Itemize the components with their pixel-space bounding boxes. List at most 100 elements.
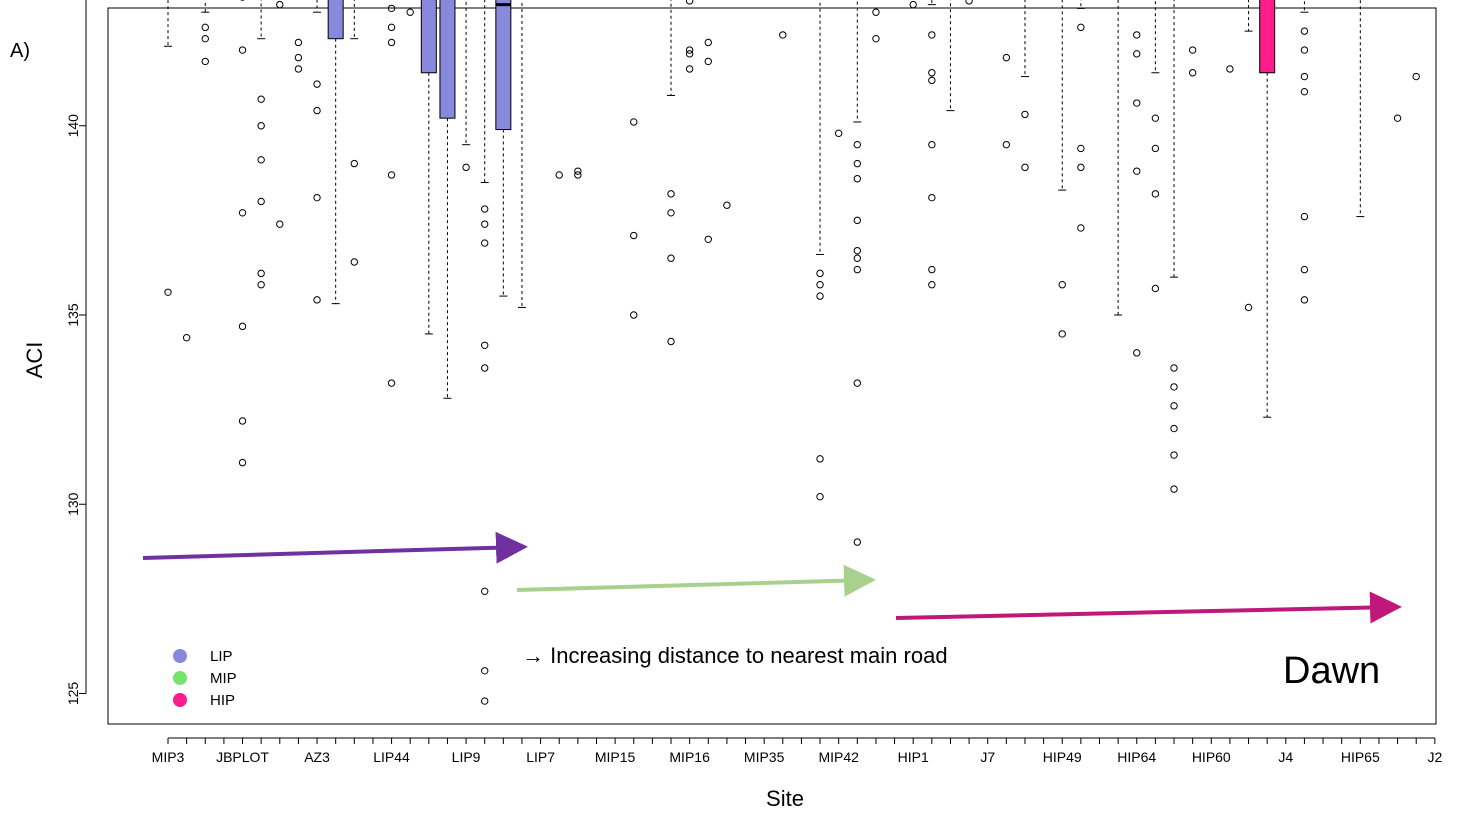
outlier-point <box>928 31 936 39</box>
outlier-point <box>834 129 843 138</box>
outlier-point <box>1077 23 1085 32</box>
outlier-point <box>779 31 787 39</box>
outlier-point <box>481 341 489 349</box>
outlier-point <box>294 53 303 62</box>
outlier-point <box>853 254 862 262</box>
outlier-point <box>257 122 265 130</box>
legend-label: MIP <box>210 670 237 687</box>
annotation-text: → Increasing distance to nearest main ro… <box>522 643 948 668</box>
lip-trend-arrow <box>142 531 528 564</box>
outlier-point <box>257 269 265 278</box>
outlier-point <box>816 269 824 278</box>
box-lip <box>350 0 359 266</box>
x-tick-label: MIP3 <box>152 749 185 765</box>
box-lip <box>406 8 414 16</box>
outlier-point <box>574 171 582 179</box>
outlier-point <box>350 159 358 168</box>
box-hip <box>1188 46 1197 77</box>
outlier-point <box>704 235 712 244</box>
outlier-point <box>1151 114 1160 122</box>
outlier-point <box>406 8 414 16</box>
x-axis-title: Site <box>766 786 804 811</box>
outlier-point <box>723 201 731 209</box>
outlier-point <box>667 209 675 217</box>
box-iqr <box>327 0 344 40</box>
hip-trend-arrow <box>895 591 1402 624</box>
box-hip <box>1300 0 1309 304</box>
legend-label: HIP <box>210 692 235 709</box>
box-iqr <box>420 0 437 74</box>
outlier-point <box>1151 284 1160 293</box>
box-lip <box>420 0 437 335</box>
x-tick-label: HIP49 <box>1043 749 1082 765</box>
box-hip <box>1226 65 1234 73</box>
box-hip <box>927 0 936 289</box>
outlier-point <box>1002 140 1011 149</box>
outlier-point <box>313 193 321 202</box>
outlier-point <box>182 334 191 342</box>
outlier-point <box>853 379 862 387</box>
outlier-point <box>1021 163 1029 172</box>
outlier-point <box>685 50 694 58</box>
outlier-point <box>201 57 209 66</box>
legend-label: LIP <box>210 648 233 665</box>
legend-marker <box>173 671 187 685</box>
outlier-point <box>1170 383 1178 391</box>
outlier-point <box>238 322 247 331</box>
outlier-point <box>816 455 824 463</box>
outlier-point <box>685 65 694 73</box>
box-hip <box>1058 0 1067 338</box>
y-tick-label: 135 <box>65 303 81 327</box>
box-lip <box>276 0 284 228</box>
outlier-point <box>313 80 321 88</box>
outlier-point <box>238 46 247 54</box>
outlier-point <box>1058 330 1066 338</box>
period-label: Dawn <box>1283 650 1381 692</box>
box-lip <box>495 0 512 297</box>
box-hip <box>1133 31 1141 357</box>
box-hip <box>1151 0 1160 293</box>
outlier-point <box>350 258 358 266</box>
outlier-point <box>1188 69 1197 77</box>
y-axis-title: ACI <box>22 342 47 379</box>
outlier-point <box>685 46 694 54</box>
box-mip <box>630 118 638 319</box>
outlier-point <box>1170 424 1178 433</box>
outlier-point <box>555 171 563 179</box>
outlier-point <box>1170 402 1178 410</box>
outlier-point <box>928 140 936 149</box>
outlier-point <box>257 156 265 164</box>
box-hip <box>1259 0 1276 418</box>
legend: LIP MIP HIP <box>173 648 237 709</box>
outlier-point <box>667 337 675 346</box>
x-tick-label: HIP60 <box>1192 749 1231 765</box>
box-hip <box>1114 0 1123 316</box>
y-tick-label: 140 <box>65 114 81 138</box>
outlier-point <box>1133 31 1141 39</box>
outlier-point <box>481 587 489 596</box>
outlier-point <box>387 38 396 47</box>
outlier-point <box>387 379 396 387</box>
y-tick-label: 130 <box>65 492 81 516</box>
outlier-point <box>1002 53 1011 62</box>
plot-frame <box>107 7 1437 725</box>
outlier-point <box>1077 163 1085 172</box>
outlier-point <box>257 197 265 206</box>
box-series <box>164 0 1420 705</box>
outlier-point <box>1151 190 1160 198</box>
outlier-point <box>1021 110 1029 119</box>
box-mip <box>816 0 825 501</box>
box-hip <box>1412 72 1420 81</box>
outlier-point <box>481 220 489 228</box>
outlier-point <box>630 118 638 126</box>
box-hip <box>1393 114 1402 122</box>
outlier-point <box>1300 46 1309 54</box>
outlier-point <box>1133 99 1141 107</box>
outlier-point <box>667 190 675 198</box>
outlier-point <box>238 458 247 467</box>
outlier-point <box>872 8 880 16</box>
outlier-point <box>574 167 582 175</box>
outlier-point <box>1393 114 1402 122</box>
box-lip <box>313 0 322 304</box>
box-lip <box>201 0 210 66</box>
